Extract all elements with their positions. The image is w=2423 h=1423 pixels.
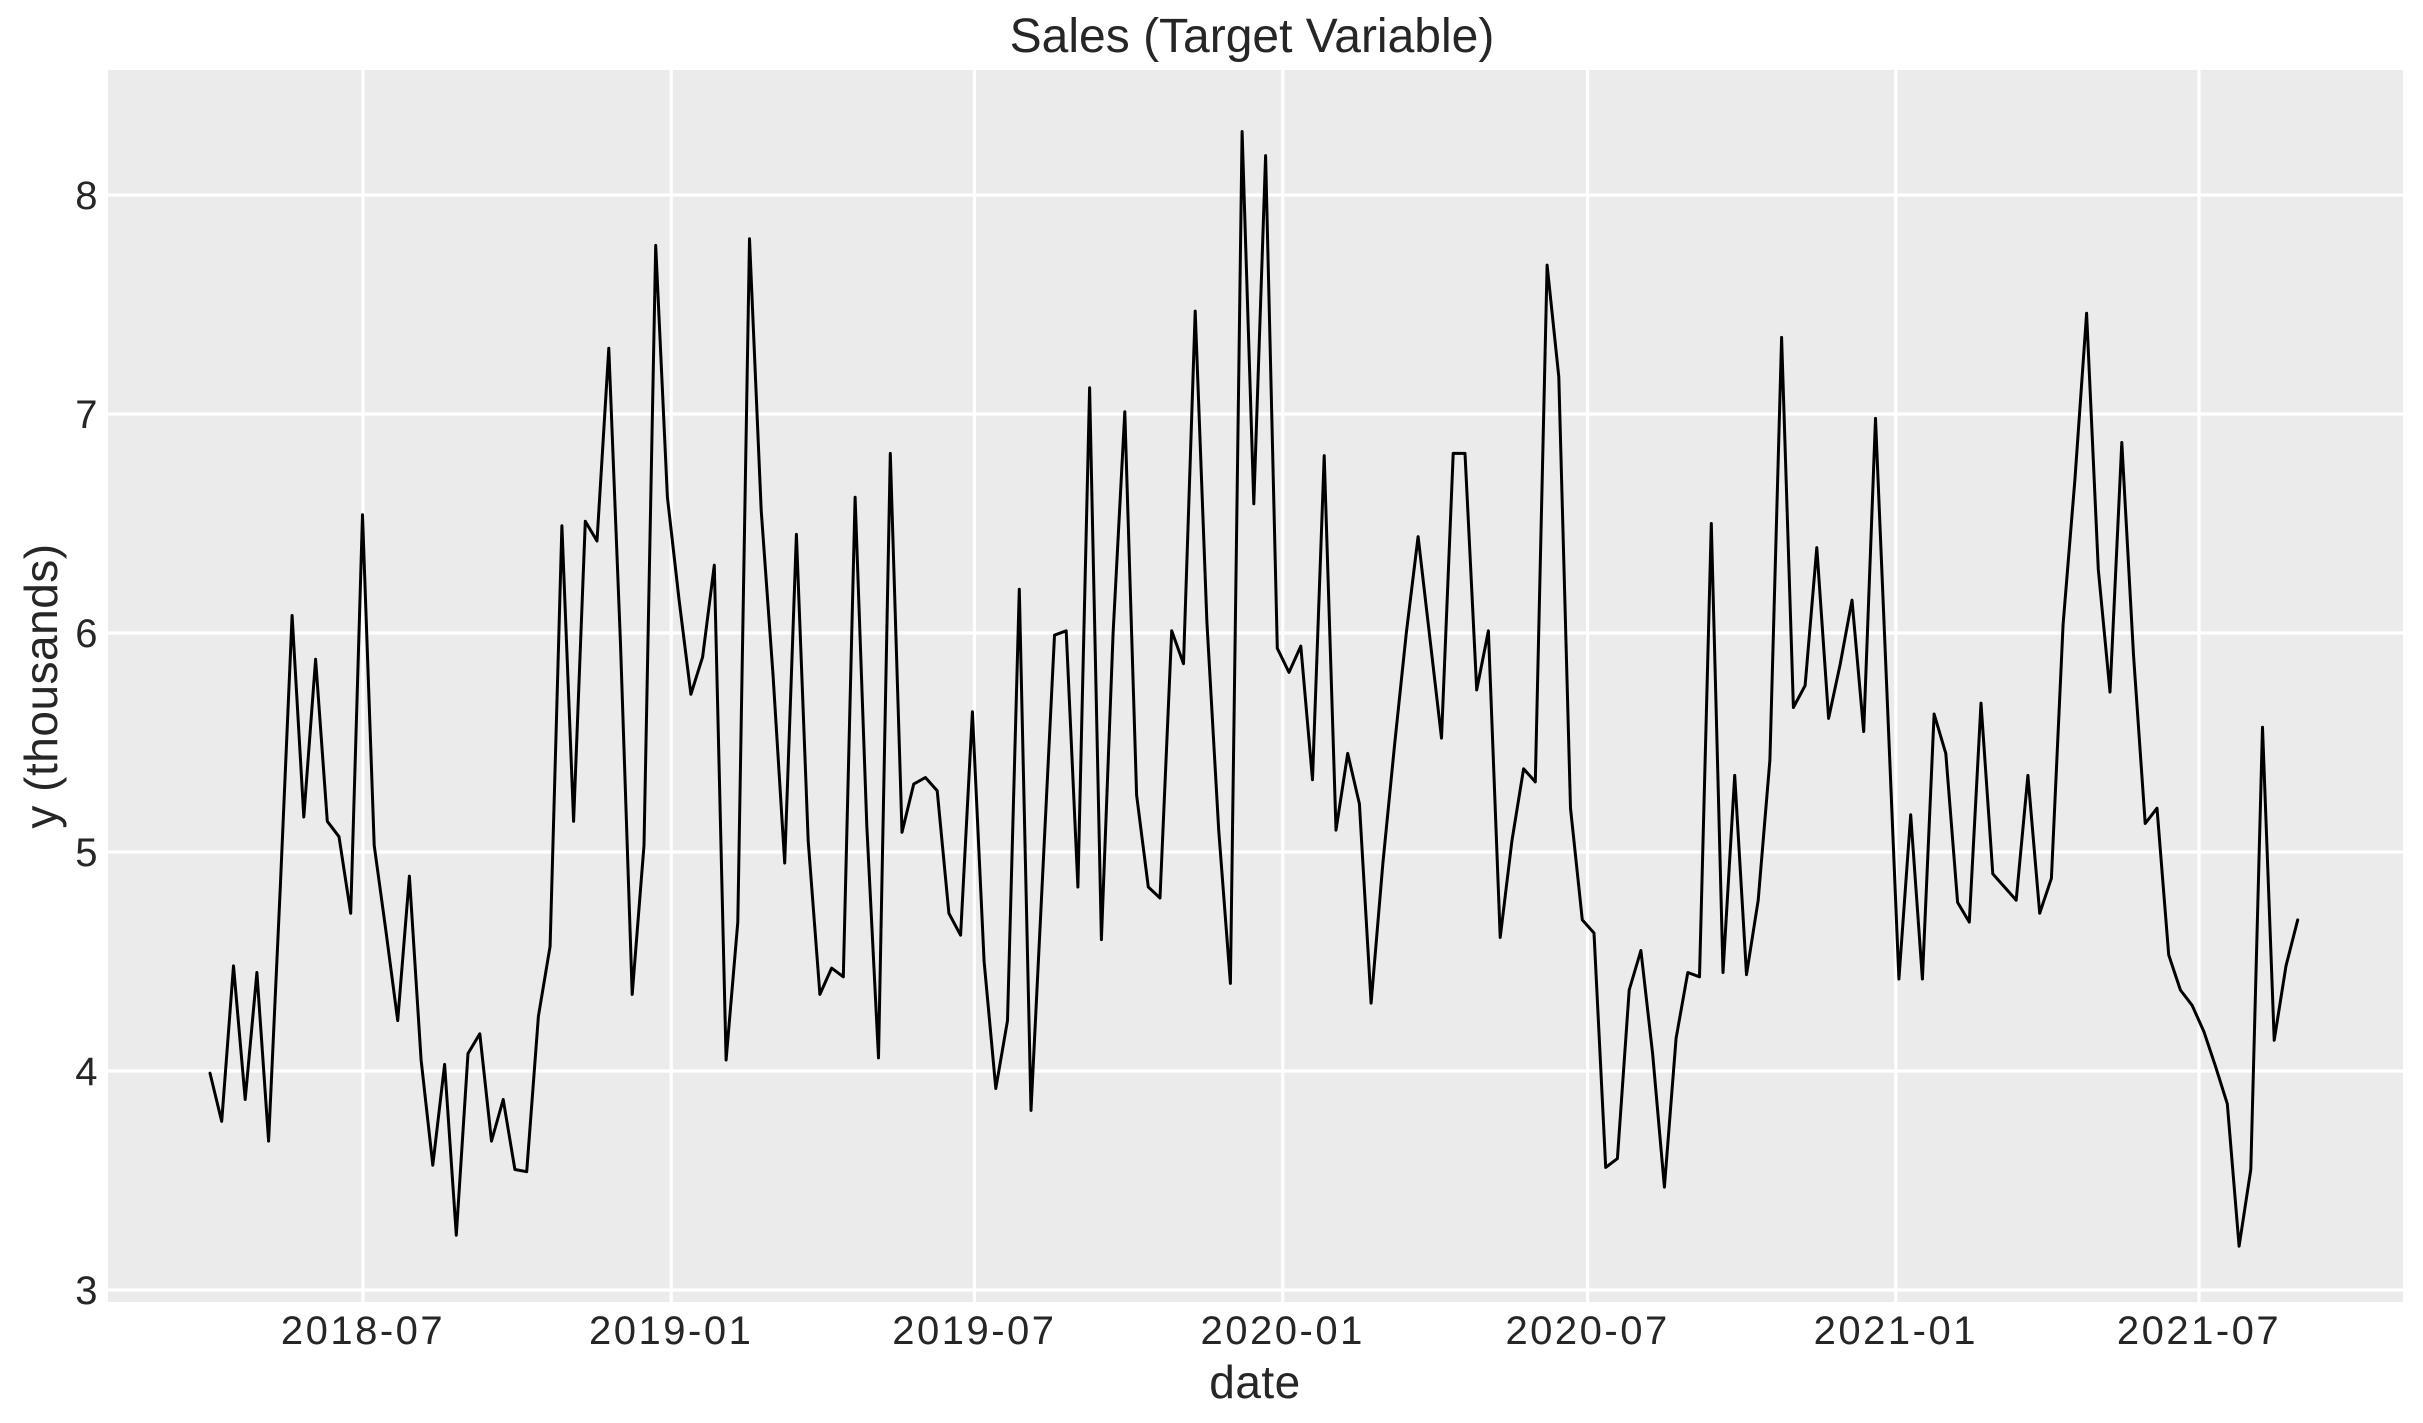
svg-text:8: 8	[75, 174, 100, 218]
svg-text:y (thousands): y (thousands)	[15, 543, 67, 828]
svg-text:2020-07: 2020-07	[1505, 1309, 1669, 1353]
svg-text:2021-07: 2021-07	[2117, 1309, 2281, 1353]
svg-text:date: date	[1209, 1356, 1301, 1408]
svg-text:6: 6	[75, 612, 100, 656]
svg-text:2021-01: 2021-01	[1814, 1309, 1978, 1353]
svg-text:2018-07: 2018-07	[281, 1309, 445, 1353]
svg-text:4: 4	[75, 1050, 100, 1094]
svg-text:5: 5	[75, 831, 100, 875]
svg-text:2020-01: 2020-01	[1201, 1309, 1365, 1353]
svg-text:7: 7	[75, 393, 100, 437]
svg-text:3: 3	[75, 1269, 100, 1313]
svg-text:2019-07: 2019-07	[892, 1309, 1056, 1353]
svg-text:2019-01: 2019-01	[589, 1309, 753, 1353]
svg-text:Sales (Target Variable): Sales (Target Variable)	[1010, 10, 1495, 63]
